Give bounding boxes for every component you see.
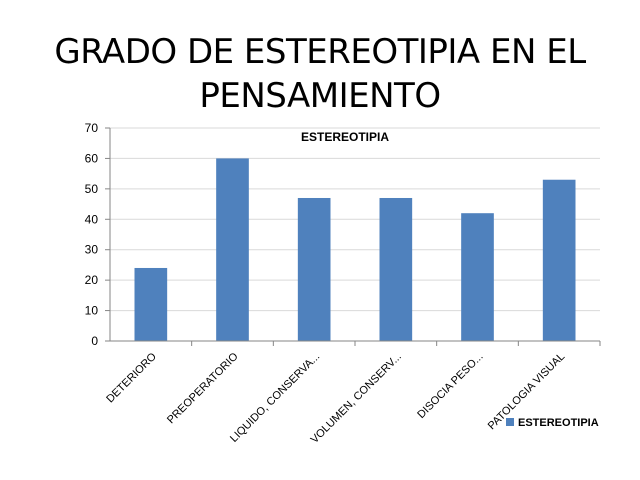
y-tick-label: 0 [91, 334, 98, 348]
x-tick-label: VOLUMEN, CONSERV... [309, 351, 404, 446]
slide-title-line-1: GRADO DE ESTEREOTIPIA EN EL [54, 32, 586, 72]
bar [297, 197, 331, 341]
y-tick-label: 70 [85, 121, 99, 135]
bar [461, 213, 494, 341]
y-tick-label: 10 [85, 304, 99, 318]
bar [379, 197, 413, 341]
x-tick-label: LIQUIDO, CONSERVA... [228, 351, 322, 445]
bar [134, 267, 168, 341]
slide-title-line-2: PENSAMIENTO [199, 76, 441, 116]
legend-label: ESTEREOTIPIA [518, 417, 599, 429]
bar [542, 179, 576, 341]
y-tick-label: 60 [85, 151, 99, 165]
bar [216, 158, 249, 341]
y-tick-label: 40 [85, 212, 99, 226]
x-tick-label: PREOPERATORIO [165, 350, 241, 426]
x-tick-label: DETERIORO [104, 350, 159, 405]
legend-swatch [506, 418, 514, 426]
x-tick-label: DISOCIA PESO... [415, 351, 485, 421]
y-tick-label: 20 [85, 273, 99, 287]
y-tick-label: 30 [85, 243, 99, 257]
chart-title: ESTEREOTIPIA [301, 130, 389, 144]
slide-title: GRADO DE ESTEREOTIPIA EN EL PENSAMIENTO [0, 30, 640, 118]
y-tick-label: 50 [85, 182, 99, 196]
